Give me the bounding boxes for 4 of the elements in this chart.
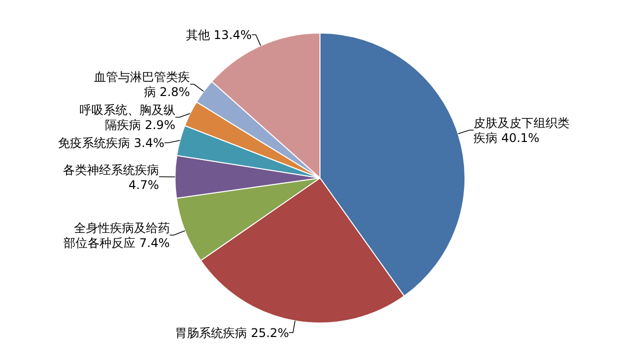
data-label: 4.7% <box>128 178 160 192</box>
slice-label: 胃肠系统疾病 25.2% <box>175 326 289 340</box>
slice-label: 各类神经系统疾病 <box>63 162 160 177</box>
slice-label: 其他 13.4% <box>186 28 252 42</box>
